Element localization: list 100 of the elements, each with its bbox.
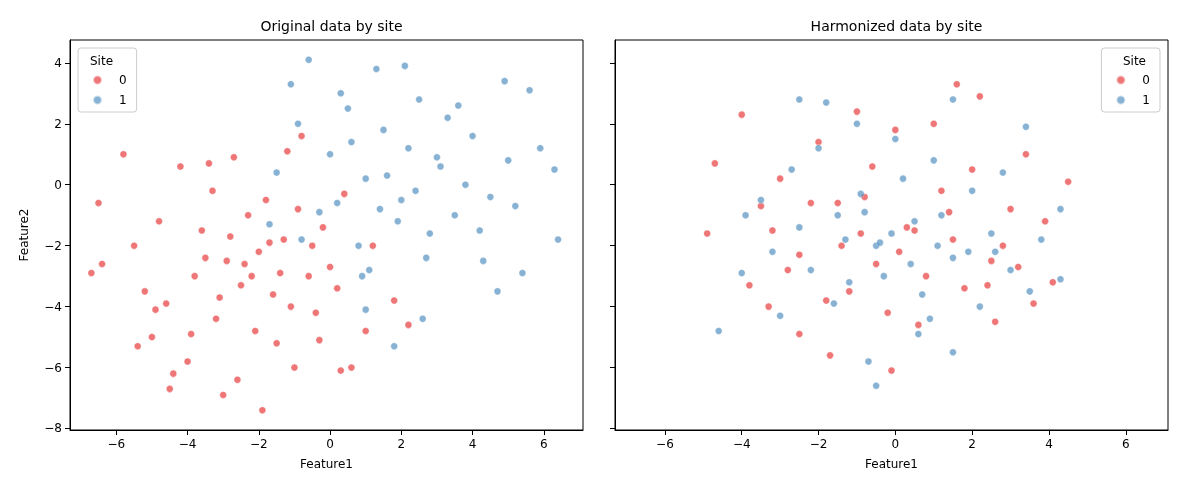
point — [999, 241, 1007, 250]
point — [169, 369, 178, 378]
point — [952, 80, 961, 88]
point — [841, 235, 850, 244]
point — [294, 205, 302, 213]
point — [283, 147, 292, 156]
point — [151, 305, 160, 314]
point — [864, 357, 873, 366]
point — [265, 220, 274, 229]
y-tick-label: −2 — [44, 238, 62, 253]
point — [404, 144, 413, 152]
point — [795, 95, 804, 104]
point — [304, 56, 313, 64]
point — [711, 159, 719, 168]
point — [493, 287, 502, 296]
point — [219, 391, 227, 399]
point — [856, 229, 865, 238]
point — [987, 229, 996, 238]
point — [383, 171, 391, 180]
y-tick-label: 0 — [54, 177, 62, 192]
point — [272, 168, 281, 177]
point — [190, 272, 199, 280]
point — [372, 65, 381, 73]
point — [745, 281, 754, 290]
y-axis-title: Feature2 — [17, 208, 31, 262]
point — [929, 156, 938, 165]
point — [937, 211, 946, 219]
point — [876, 238, 884, 247]
point — [336, 89, 345, 98]
point — [768, 247, 777, 256]
point — [926, 314, 934, 323]
point — [991, 247, 999, 256]
point — [703, 229, 711, 238]
point — [511, 202, 520, 210]
point — [1029, 299, 1038, 308]
point — [968, 187, 976, 195]
point — [960, 284, 969, 293]
x-tick-label: −2 — [809, 437, 828, 451]
point — [379, 126, 388, 134]
x-axis-title: Feature1 — [300, 457, 353, 471]
point — [208, 187, 217, 195]
point — [354, 241, 363, 250]
point — [903, 223, 911, 232]
point — [279, 235, 288, 244]
legend-title: Site — [90, 54, 114, 68]
point — [776, 174, 784, 183]
point — [1006, 266, 1015, 274]
point — [776, 311, 784, 320]
point — [486, 193, 495, 201]
y-tick-label: −8 — [44, 421, 62, 436]
point — [251, 327, 260, 335]
point — [269, 290, 277, 299]
point — [929, 119, 938, 128]
point — [764, 302, 773, 311]
point — [205, 159, 213, 168]
point — [276, 269, 284, 277]
point — [1006, 205, 1015, 213]
point — [518, 269, 527, 277]
point — [910, 217, 919, 226]
point — [222, 257, 231, 265]
point — [880, 272, 888, 280]
point — [265, 238, 274, 247]
point — [830, 299, 838, 308]
point — [1064, 177, 1072, 186]
point — [315, 208, 324, 216]
point — [162, 299, 170, 308]
point — [433, 153, 441, 162]
point — [1014, 263, 1023, 271]
point — [872, 260, 880, 268]
point — [411, 187, 420, 195]
point — [426, 229, 434, 238]
point — [933, 241, 942, 250]
point — [853, 119, 861, 128]
point — [358, 272, 366, 280]
point — [891, 126, 900, 134]
legend-title: Site — [1122, 54, 1147, 68]
point — [290, 363, 299, 372]
point — [287, 80, 295, 88]
point — [784, 266, 792, 274]
point — [475, 226, 484, 235]
point — [361, 305, 370, 314]
point — [737, 110, 746, 119]
point — [1041, 217, 1049, 226]
point — [390, 296, 398, 305]
point — [949, 95, 957, 104]
point — [308, 241, 317, 250]
point — [807, 266, 815, 274]
point — [397, 196, 406, 204]
point — [872, 382, 880, 390]
point — [822, 98, 831, 107]
point — [987, 257, 996, 265]
chart-title: Harmonized data by site — [810, 18, 983, 34]
point — [201, 254, 210, 262]
point — [504, 156, 512, 165]
point — [1022, 123, 1030, 131]
point — [376, 205, 384, 213]
point — [176, 162, 185, 171]
point — [837, 241, 846, 250]
x-axis-title: Feature1 — [865, 457, 918, 471]
point — [860, 208, 869, 216]
